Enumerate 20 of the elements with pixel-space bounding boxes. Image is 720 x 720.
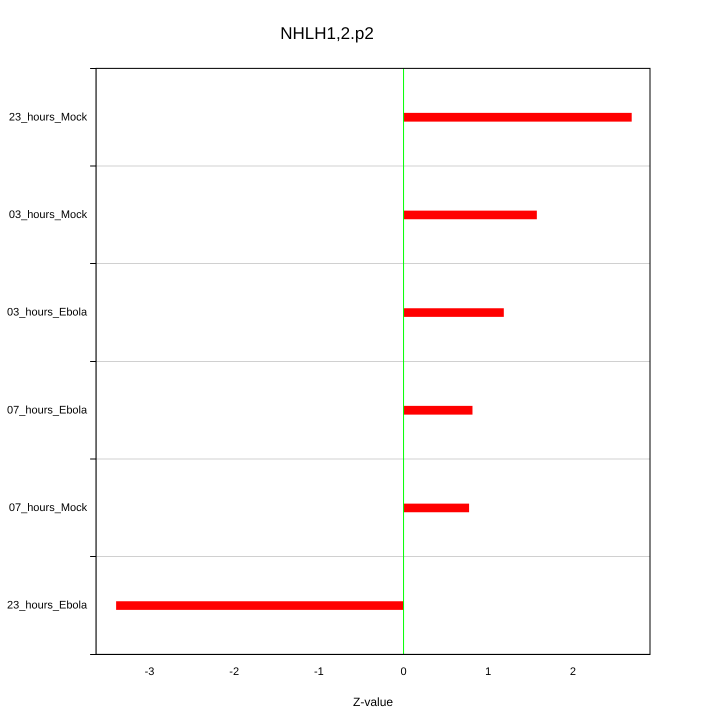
y-tick-label: 03_hours_Mock: [8, 208, 88, 221]
bar: [403, 308, 504, 317]
bar: [403, 210, 537, 220]
y-tick-label: 07_hours_Mock: [8, 502, 88, 514]
y-tick-label: 23_hours_Ebola: [6, 600, 88, 612]
x-tick-label: 2: [570, 666, 576, 678]
x-tick-label: 0: [400, 666, 407, 678]
y-tick-label: 03_hours_Ebola: [6, 306, 88, 319]
x-axis-title: Z-value: [353, 695, 394, 710]
bar: [116, 601, 404, 610]
y-tick-label: 23_hours_Mock: [8, 111, 88, 124]
x-tick-label: -3: [144, 666, 154, 678]
chart-title: NHLH1,2.p2: [280, 24, 374, 43]
bar: [403, 406, 472, 415]
y-tick-label: 07_hours_Ebola: [6, 404, 88, 416]
x-tick-label: 1: [485, 666, 492, 678]
bar: [403, 112, 632, 122]
x-tick-label: -1: [314, 666, 324, 678]
bar: [403, 504, 470, 512]
x-tick-label: -2: [229, 666, 240, 678]
